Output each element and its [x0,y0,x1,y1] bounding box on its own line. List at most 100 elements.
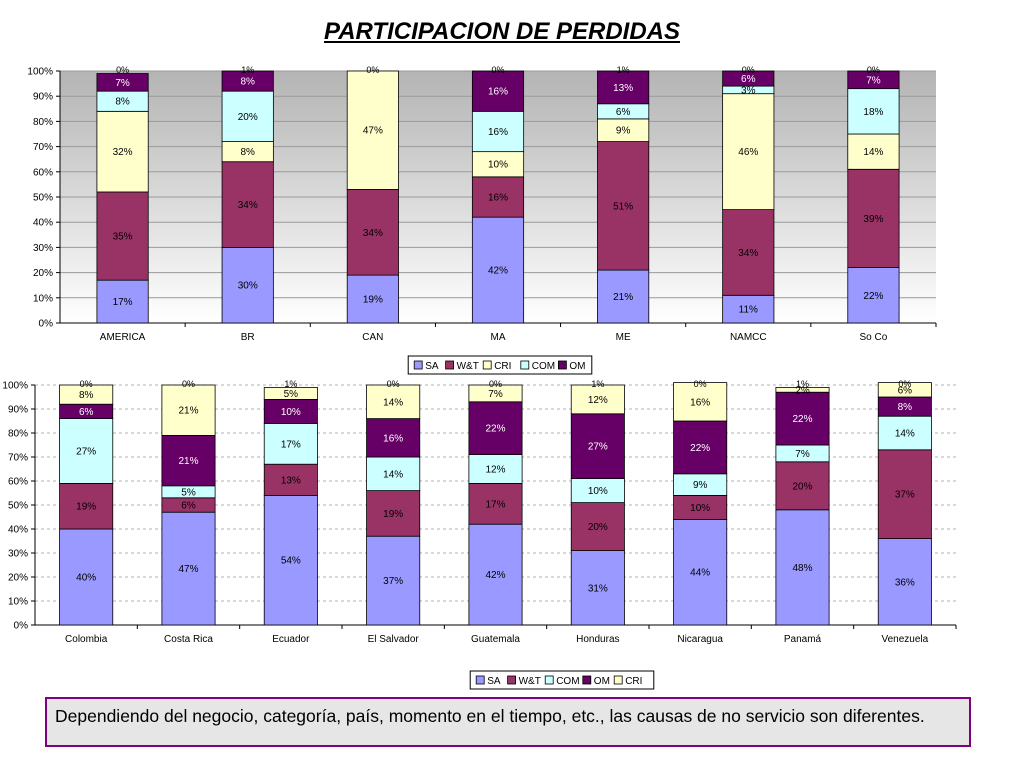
legend-label: COM [556,676,579,687]
bar-com-ma [471,110,525,153]
data-label: 16% [488,193,508,204]
data-label: 20% [238,112,258,123]
bar-w-t-panam [775,461,830,511]
bar-cri-guatemala [468,384,523,403]
legend-swatch-cri [613,675,623,685]
data-label: 8% [240,77,255,88]
y-tick-label: 80% [33,117,53,128]
data-label: 22% [863,291,883,302]
data-label: 7% [866,75,881,86]
data-label: 20% [588,522,608,533]
top-label: 0% [491,65,504,75]
data-label: 19% [363,295,383,306]
data-label: 47% [178,564,198,575]
top-label: 0% [182,379,195,389]
data-label: 6% [181,501,196,512]
bar-com-honduras [570,478,625,503]
bar-cri-can [346,70,399,190]
legend-label: W&T [519,676,541,687]
legend-label: OM [569,361,585,372]
legend-box [407,355,593,375]
y-tick-label: 90% [33,92,53,103]
bar-cri-america [96,110,149,193]
data-label: 19% [76,502,96,513]
legend-label: COM [532,361,555,372]
data-label: 34% [363,228,383,239]
y-tick-label: 60% [33,167,53,178]
data-label: 22% [485,424,505,435]
top-label: 0% [742,65,755,75]
top-label: 1% [591,379,604,389]
y-tick-label: 70% [8,453,28,464]
bar-sa-ma [471,216,525,324]
bar-om-nicaragua [673,420,728,475]
bar-w-t-venezuela [877,449,932,540]
data-label: 21% [178,406,198,417]
data-label: 35% [113,232,133,243]
bar-om-america [96,73,149,92]
data-label: 7% [795,449,810,460]
data-label: 9% [693,480,708,491]
legend-label: SA [487,676,501,687]
bar-sa-america [96,279,149,324]
x-tick-label: ME [616,332,631,343]
data-label: 51% [613,201,633,212]
y-tick-label: 10% [33,293,53,304]
data-label: 8% [240,147,255,158]
bar-om-br [221,70,274,92]
bar-sa-costa-rica [161,511,216,626]
data-label: 12% [485,465,505,476]
bar-sa-namcc [722,294,775,324]
bar-sa-me [597,269,650,324]
chart-regions: 0% 10% 20% 30% 40% 50% 60% 70% 80% 90% 100% 17% 35% 3… [27,65,937,375]
y-tick-label: 100% [27,67,53,78]
bar-cri-ecuador [263,386,318,400]
data-label: 10% [488,160,508,171]
data-label: 48% [792,563,812,574]
x-tick-label: Ecuador [272,634,310,645]
bar-w-t-america [96,191,149,281]
x-tick-label: Colombia [65,634,108,645]
data-label: 27% [76,447,96,458]
bar-om-guatemala [468,401,523,455]
data-label: 17% [485,499,505,510]
data-label: 22% [690,443,710,454]
y-tick-label: 10% [8,597,28,608]
bar-cri-el-salvador [366,384,421,419]
data-label: 8% [898,402,913,413]
top-label: 1% [796,379,809,389]
top-label: 0% [116,65,129,75]
bar-w-t-so-co [847,168,900,268]
legend-swatch-cri [482,360,492,370]
bar-sa-ecuador [263,495,318,626]
legend-swatch-om [582,675,592,685]
data-label: 13% [281,475,301,486]
data-label: 20% [792,481,812,492]
legend-swatch-com [520,360,530,370]
data-label: 12% [588,395,608,406]
y-tick-label: 50% [8,501,28,512]
bar-sa-honduras [570,550,625,626]
data-label: 2% [795,385,810,396]
legend-swatch-w-t [507,675,517,685]
data-label: 14% [383,469,403,480]
data-label: 46% [738,147,758,158]
data-label: 36% [895,577,915,588]
data-label: 14% [863,147,883,158]
data-label: 17% [281,439,301,450]
bar-com-br [221,90,274,142]
legend-box [469,670,655,690]
bar-w-t-namcc [722,209,775,296]
top-label: 0% [898,379,911,389]
bar-om-me [597,70,650,105]
data-label: 10% [281,407,301,418]
data-label: 16% [488,87,508,98]
note-box: Dependiendo del negocio, categoría, país… [45,697,971,747]
legend-label: W&T [457,361,479,372]
y-tick-label: 30% [33,243,53,254]
x-tick-label: BR [241,332,255,343]
top-label: 0% [694,379,707,389]
data-label: 10% [588,486,608,497]
legend-label: SA [425,361,439,372]
bar-com-so-co [847,88,900,135]
